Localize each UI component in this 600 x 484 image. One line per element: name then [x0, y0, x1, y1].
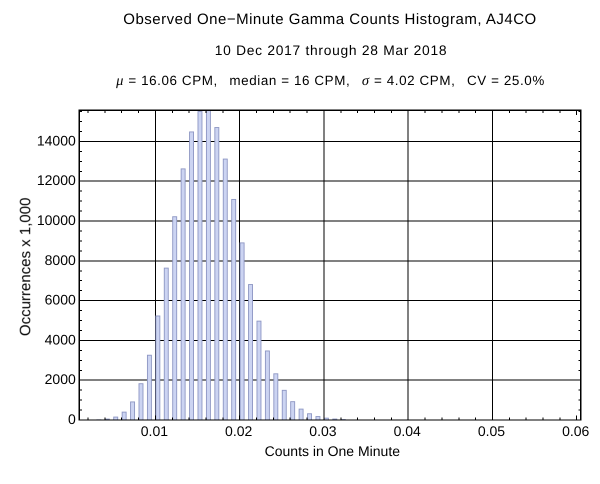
- svg-text:0.05: 0.05: [478, 423, 505, 439]
- svg-text:10 Dec 2017 through 28 Mar 201: 10 Dec 2017 through 28 Mar 2018: [215, 43, 448, 58]
- svg-text:14000: 14000: [37, 132, 76, 148]
- svg-text:0.01: 0.01: [141, 423, 168, 439]
- svg-text:Observed One−Minute Gamma Coun: Observed One−Minute Gamma Counts Histogr…: [123, 11, 536, 28]
- svg-text:0.06: 0.06: [562, 423, 589, 439]
- svg-text:Occurrences x 1,000: Occurrences x 1,000: [17, 198, 34, 336]
- svg-text:Counts in One Minute: Counts in One Minute: [265, 443, 401, 459]
- svg-text:0.02: 0.02: [225, 423, 252, 439]
- svg-text:6000: 6000: [45, 292, 76, 308]
- svg-text:8000: 8000: [45, 252, 76, 268]
- svg-text:10000: 10000: [37, 212, 76, 228]
- svg-text:2000: 2000: [45, 371, 76, 387]
- svg-text:0: 0: [68, 411, 76, 427]
- svg-text:12000: 12000: [37, 172, 76, 188]
- svg-text:0.04: 0.04: [394, 423, 421, 439]
- svg-text:0.03: 0.03: [309, 423, 336, 439]
- svg-text:4000: 4000: [45, 331, 76, 347]
- svg-text:μ = 16.06 CPM, median = 16 CP: μ = 16.06 CPM, median = 16 CPM, σ = 4.02…: [115, 73, 545, 89]
